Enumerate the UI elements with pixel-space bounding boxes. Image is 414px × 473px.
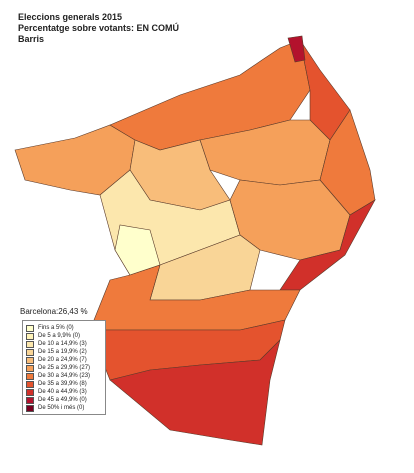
map-title: Eleccions generals 2015 [18, 12, 123, 22]
legend-label: De 35 a 39,9% (8) [38, 381, 87, 387]
map-level: Barris [18, 34, 45, 44]
legend-item: De 5 a 9,9% (0) [26, 332, 102, 340]
legend-label: De 50% i més (0) [38, 405, 85, 411]
district [287, 35, 306, 63]
legend-swatch [26, 404, 34, 412]
legend-swatch [26, 388, 34, 396]
legend-swatch [26, 356, 34, 364]
legend-swatch [26, 364, 34, 372]
district [114, 224, 161, 276]
legend-item: De 10 a 14,9% (3) [26, 340, 102, 348]
legend-label: De 25 a 29,9% (27) [38, 365, 91, 371]
legend-label: De 10 a 14,9% (3) [38, 341, 87, 347]
legend-item: De 50% i més (0) [26, 404, 102, 412]
legend-label: De 5 a 9,9% (0) [38, 333, 81, 339]
legend-item: De 20 a 24,9% (7) [26, 356, 102, 364]
legend-swatch [26, 348, 34, 356]
legend-label: De 45 a 49,9% (0) [38, 397, 87, 403]
legend-item: De 45 a 49,9% (0) [26, 396, 102, 404]
legend-label: De 30 a 34,9% (23) [38, 373, 91, 379]
legend-item: De 35 a 39,9% (8) [26, 380, 102, 388]
legend-item: De 15 a 19,9% (2) [26, 348, 102, 356]
legend-item: De 30 a 34,9% (23) [26, 372, 102, 380]
legend: Fins a 5% (0) De 5 a 9,9% (0) De 10 a 14,9… [22, 320, 106, 415]
total-label: Barcelona:26,43 % [20, 307, 88, 316]
legend-swatch [26, 372, 34, 380]
legend-label: De 40 a 44,9% (3) [38, 389, 87, 395]
legend-item: De 40 a 44,9% (3) [26, 388, 102, 396]
legend-swatch [26, 340, 34, 348]
legend-swatch [26, 332, 34, 340]
district [109, 339, 281, 446]
map-subtitle: Percentatge sobre votants: EN COMÚ [18, 23, 180, 33]
legend-swatch [26, 396, 34, 404]
legend-swatch [26, 380, 34, 388]
legend-item: De 25 a 29,9% (27) [26, 364, 102, 372]
legend-item: Fins a 5% (0) [26, 324, 102, 332]
legend-label: De 15 a 19,9% (2) [38, 349, 87, 355]
legend-swatch [26, 324, 34, 332]
legend-label: Fins a 5% (0) [38, 325, 74, 331]
legend-label: De 20 a 24,9% (7) [38, 357, 87, 363]
